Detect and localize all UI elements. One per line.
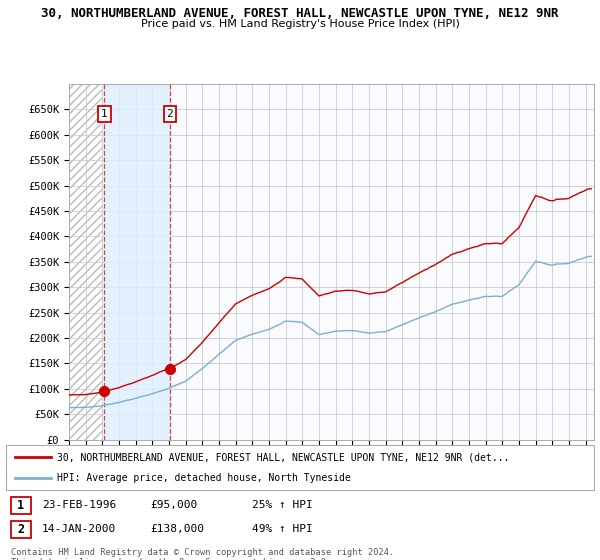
Bar bbox=[103, 84, 104, 440]
Text: 30, NORTHUMBERLAND AVENUE, FOREST HALL, NEWCASTLE UPON TYNE, NE12 9NR: 30, NORTHUMBERLAND AVENUE, FOREST HALL, … bbox=[41, 7, 559, 20]
Text: £138,000: £138,000 bbox=[150, 524, 204, 534]
Text: 49% ↑ HPI: 49% ↑ HPI bbox=[252, 524, 313, 534]
Bar bbox=[170, 84, 594, 440]
Text: Contains HM Land Registry data © Crown copyright and database right 2024.
This d: Contains HM Land Registry data © Crown c… bbox=[11, 548, 394, 560]
Text: 30, NORTHUMBERLAND AVENUE, FOREST HALL, NEWCASTLE UPON TYNE, NE12 9NR (det...: 30, NORTHUMBERLAND AVENUE, FOREST HALL, … bbox=[57, 452, 509, 463]
Bar bbox=[104, 84, 170, 440]
Text: 2: 2 bbox=[166, 109, 173, 119]
Text: HPI: Average price, detached house, North Tyneside: HPI: Average price, detached house, Nort… bbox=[57, 473, 351, 483]
Text: 2: 2 bbox=[17, 522, 24, 536]
Text: 1: 1 bbox=[17, 498, 24, 512]
Text: 14-JAN-2000: 14-JAN-2000 bbox=[42, 524, 116, 534]
Text: 23-FEB-1996: 23-FEB-1996 bbox=[42, 500, 116, 510]
Text: £95,000: £95,000 bbox=[150, 500, 197, 510]
Text: Price paid vs. HM Land Registry's House Price Index (HPI): Price paid vs. HM Land Registry's House … bbox=[140, 19, 460, 29]
Text: 1: 1 bbox=[101, 109, 108, 119]
Text: 25% ↑ HPI: 25% ↑ HPI bbox=[252, 500, 313, 510]
